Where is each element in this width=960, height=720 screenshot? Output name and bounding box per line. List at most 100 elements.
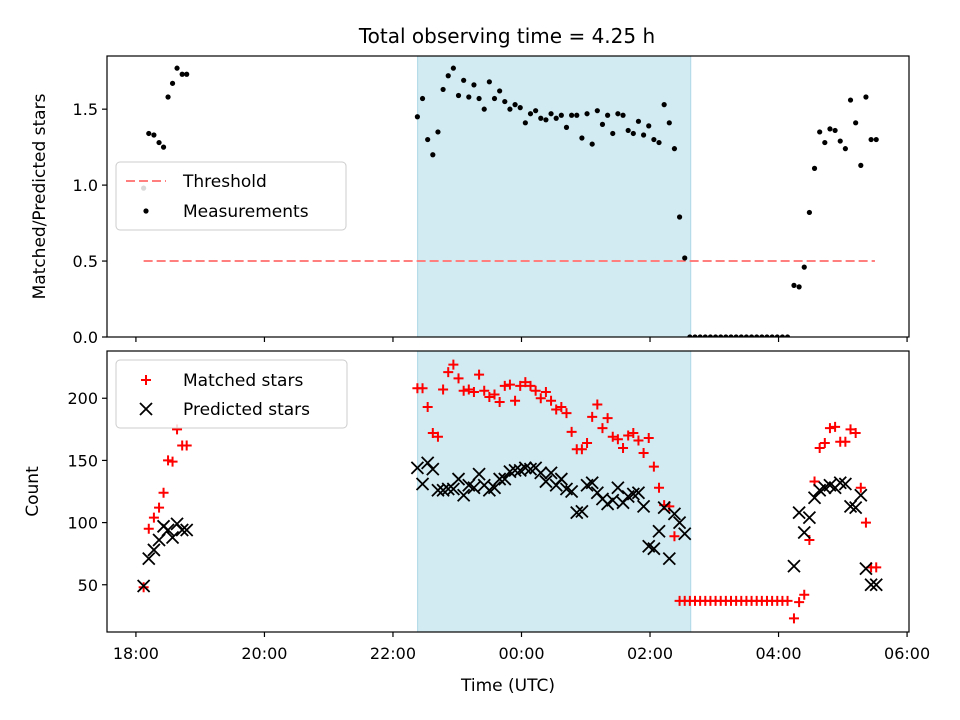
- matched-star-point: [427, 428, 438, 439]
- y-tick-label: 200: [67, 389, 98, 408]
- top-panel: 0.0 0.5 1.0 1.5 Matched/Predicted stars Thres…: [30, 55, 910, 347]
- matched-star-point: [443, 367, 454, 378]
- measurement-point: [455, 92, 462, 99]
- measurement-point: [174, 65, 180, 71]
- predicted-star-point: [570, 506, 584, 520]
- measurement-point: [522, 120, 528, 126]
- matched-star-point: [566, 426, 577, 437]
- matched-star-point: [669, 531, 680, 542]
- predicted-star-point: [606, 493, 620, 507]
- measurement-point: [853, 120, 859, 126]
- predicted-star-point: [457, 488, 471, 502]
- legend-threshold-label: Threshold: [182, 172, 267, 192]
- predicted-star-point: [864, 578, 878, 592]
- predicted-star-point: [611, 481, 625, 495]
- measurement-point: [527, 111, 534, 117]
- measurement-point: [574, 112, 580, 118]
- legend-matched-label: Matched stars: [183, 371, 303, 391]
- measurement-point: [584, 111, 590, 117]
- matched-star-point: [556, 401, 567, 412]
- predicted-star-point: [426, 462, 440, 476]
- matched-star-point: [850, 428, 861, 439]
- matched-star-point: [576, 444, 587, 455]
- matched-star-point: [597, 423, 608, 434]
- measurement-point: [733, 334, 739, 337]
- measurement-point: [419, 95, 426, 102]
- measurement-point: [712, 334, 719, 337]
- x-tick-label: 04:00: [755, 644, 801, 663]
- y-tick-label: 1.0: [73, 176, 98, 195]
- measurement-point: [817, 129, 823, 135]
- matched-star-point: [458, 385, 469, 396]
- matched-star-point: [633, 435, 644, 446]
- predicted-star-point: [672, 515, 687, 530]
- measurement-point: [471, 82, 477, 88]
- measurement-point: [863, 94, 869, 100]
- matched-star-point: [540, 387, 551, 398]
- legend-predicted-swatch: [139, 402, 153, 416]
- matched-star-point: [499, 380, 510, 391]
- measurement-point: [625, 127, 631, 134]
- matched-star-point: [561, 408, 572, 419]
- predicted-star-point: [859, 561, 873, 576]
- predicted-star-point: [415, 477, 430, 491]
- bottom-plot-area: [136, 359, 883, 624]
- matched-star-point: [432, 431, 443, 442]
- measurement-point: [676, 214, 683, 220]
- measurement-point: [858, 162, 864, 168]
- measurement-point: [558, 112, 564, 118]
- predicted-star-point: [849, 501, 863, 515]
- matched-star-point: [154, 502, 165, 513]
- y-tick-label: 1.5: [73, 100, 98, 119]
- measurement-point: [569, 112, 575, 118]
- bottom-axes-frame: [106, 350, 910, 633]
- matched-star-point: [504, 379, 515, 390]
- measurement-point: [873, 136, 879, 143]
- measurement-point: [543, 117, 549, 123]
- measurement-point: [594, 108, 600, 114]
- matched-star-point: [830, 421, 841, 432]
- predicted-star-point: [554, 472, 568, 486]
- matched-star-point: [463, 384, 474, 395]
- predicted-star-point: [838, 477, 853, 491]
- measurement-point: [548, 111, 554, 117]
- predicted-star-point: [631, 486, 646, 500]
- predicted-star-point: [869, 578, 883, 592]
- measurement-point: [842, 146, 848, 152]
- matched-star-point: [494, 396, 505, 407]
- predicted-star-point: [446, 482, 461, 496]
- measurement-point: [640, 132, 647, 138]
- measurement-point: [445, 73, 451, 79]
- predicted-star-point: [792, 506, 806, 520]
- top-axes-frame: [106, 55, 910, 338]
- measurement-point: [743, 334, 750, 337]
- predicted-star-point: [636, 499, 651, 514]
- measurement-point: [728, 334, 734, 337]
- measurement-point: [774, 334, 780, 337]
- matched-star-point: [845, 424, 856, 435]
- measurement-point: [425, 136, 431, 143]
- measurement-point: [179, 71, 185, 77]
- predicted-star-point: [843, 499, 858, 514]
- measurement-point: [656, 139, 662, 146]
- measurement-point: [847, 97, 854, 103]
- measurement-point: [738, 334, 744, 337]
- observing-window-shade: [417, 55, 692, 338]
- matched-star-point: [520, 377, 531, 388]
- matched-star-point: [618, 442, 629, 453]
- matched-star-point: [148, 512, 159, 523]
- matched-star-point: [448, 359, 459, 370]
- top-plot-area: [141, 65, 879, 337]
- legend-measurements-label: Measurements: [183, 202, 309, 222]
- measurement-point: [646, 123, 652, 129]
- matched-star-point: [158, 487, 169, 498]
- predicted-star-point: [564, 484, 579, 499]
- matched-star-point: [607, 431, 618, 442]
- measurement-point: [430, 152, 436, 158]
- measurement-point: [801, 264, 807, 270]
- measurement-point: [605, 112, 611, 118]
- predicted-star-point: [575, 504, 589, 519]
- measurement-point: [822, 139, 828, 146]
- matched-star-point: [794, 597, 805, 608]
